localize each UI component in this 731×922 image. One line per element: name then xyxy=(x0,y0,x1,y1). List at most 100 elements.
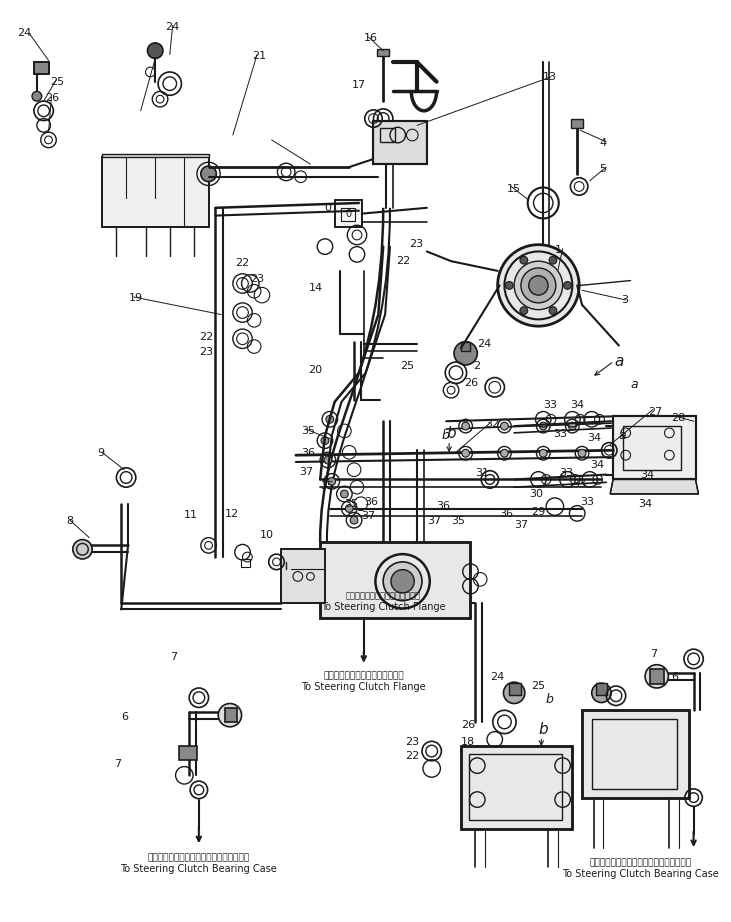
Text: 19: 19 xyxy=(129,293,143,303)
Bar xyxy=(102,158,208,227)
Polygon shape xyxy=(610,479,698,494)
Text: b: b xyxy=(442,429,450,442)
Text: 35: 35 xyxy=(344,499,358,509)
Text: 29: 29 xyxy=(531,506,546,516)
Text: 10: 10 xyxy=(260,530,274,540)
Text: 23: 23 xyxy=(409,239,423,249)
Text: 9: 9 xyxy=(97,448,104,458)
Text: 1: 1 xyxy=(555,244,562,254)
Bar xyxy=(461,746,572,829)
Bar xyxy=(320,542,471,618)
Bar xyxy=(281,550,325,603)
Bar xyxy=(320,542,471,618)
Circle shape xyxy=(569,422,576,430)
Text: a: a xyxy=(614,353,624,369)
Circle shape xyxy=(645,665,668,688)
Text: 35: 35 xyxy=(451,516,465,526)
Circle shape xyxy=(328,478,336,485)
Text: 20: 20 xyxy=(308,365,322,375)
Text: 2: 2 xyxy=(474,361,480,371)
Text: 31: 31 xyxy=(475,467,489,478)
Text: To Steering Clutch Flange: To Steering Clutch Flange xyxy=(301,682,426,692)
Text: To Steering Clutch Flange: To Steering Clutch Flange xyxy=(321,602,445,612)
Bar xyxy=(461,746,572,829)
Text: 6: 6 xyxy=(121,713,128,722)
Bar xyxy=(650,668,664,684)
Circle shape xyxy=(321,437,329,444)
Circle shape xyxy=(521,268,556,303)
Circle shape xyxy=(539,449,547,457)
Bar xyxy=(591,719,677,789)
Circle shape xyxy=(345,504,353,513)
Polygon shape xyxy=(102,155,208,158)
Text: 28: 28 xyxy=(671,413,686,423)
Bar xyxy=(240,559,250,567)
Bar xyxy=(225,708,237,722)
Circle shape xyxy=(32,91,42,101)
Bar xyxy=(461,342,471,351)
Circle shape xyxy=(383,561,422,601)
Circle shape xyxy=(341,491,348,498)
Text: 37: 37 xyxy=(514,520,529,530)
Text: 36: 36 xyxy=(300,448,315,458)
Text: ステアリングクラッチベアリングケースへ: ステアリングクラッチベアリングケースへ xyxy=(589,858,692,867)
Circle shape xyxy=(505,281,513,290)
Text: 6: 6 xyxy=(671,671,678,681)
Text: 3: 3 xyxy=(621,295,628,305)
Circle shape xyxy=(520,256,528,264)
Circle shape xyxy=(326,416,334,423)
Text: 12: 12 xyxy=(225,509,239,518)
Circle shape xyxy=(201,166,216,182)
Text: 27: 27 xyxy=(648,407,662,417)
Bar xyxy=(180,746,197,760)
Text: a: a xyxy=(631,378,638,391)
Text: 25: 25 xyxy=(400,361,414,371)
Text: a: a xyxy=(619,429,626,442)
Circle shape xyxy=(504,682,525,703)
Bar xyxy=(377,49,389,56)
Bar xyxy=(335,200,362,227)
Text: 24: 24 xyxy=(477,338,491,349)
Bar xyxy=(34,63,48,74)
Circle shape xyxy=(498,244,579,326)
Text: 36: 36 xyxy=(499,509,514,518)
Bar xyxy=(469,754,561,820)
Text: 0: 0 xyxy=(345,208,352,219)
Text: 34: 34 xyxy=(590,460,604,470)
Text: 8: 8 xyxy=(66,516,73,526)
Circle shape xyxy=(578,449,586,457)
Text: 35: 35 xyxy=(300,426,315,436)
Circle shape xyxy=(350,516,358,524)
Circle shape xyxy=(529,276,548,295)
Bar xyxy=(510,683,521,695)
Bar xyxy=(582,710,689,798)
Text: 4: 4 xyxy=(599,138,607,148)
Circle shape xyxy=(514,261,563,310)
Circle shape xyxy=(324,456,332,464)
Circle shape xyxy=(391,570,414,593)
Text: 24: 24 xyxy=(18,29,31,39)
Text: 36: 36 xyxy=(364,497,378,507)
Text: 13: 13 xyxy=(543,72,557,82)
Text: 37: 37 xyxy=(427,516,441,526)
Bar xyxy=(613,417,695,479)
Text: 18: 18 xyxy=(461,737,475,747)
Text: 0: 0 xyxy=(325,203,331,213)
Circle shape xyxy=(539,422,547,430)
Text: 33: 33 xyxy=(580,497,594,507)
Bar xyxy=(335,200,362,227)
Text: 22: 22 xyxy=(235,258,249,268)
Text: 5: 5 xyxy=(599,164,607,174)
Text: ステアリングクラッチフランジへ: ステアリングクラッチフランジへ xyxy=(346,591,420,600)
Text: 26: 26 xyxy=(45,93,60,103)
Text: 33: 33 xyxy=(572,479,586,490)
Text: 34: 34 xyxy=(638,499,653,509)
Text: b: b xyxy=(545,692,553,706)
Circle shape xyxy=(462,422,469,430)
Text: 33: 33 xyxy=(543,400,557,410)
Text: ステアリングクラッチベアリングケースへ: ステアリングクラッチベアリングケースへ xyxy=(148,853,250,862)
Text: 24: 24 xyxy=(490,671,504,681)
Circle shape xyxy=(454,342,477,365)
Text: 22: 22 xyxy=(199,332,213,342)
Circle shape xyxy=(591,683,611,703)
